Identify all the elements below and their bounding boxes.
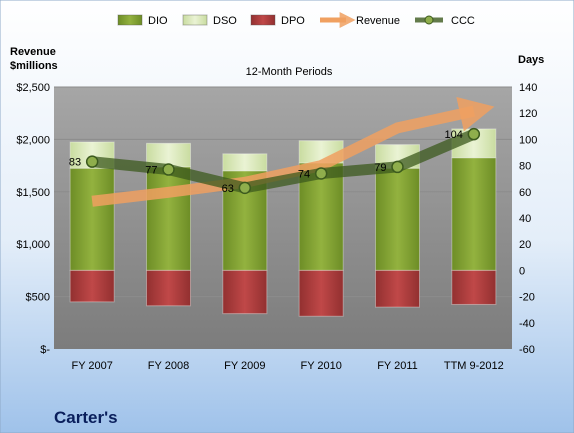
left-axis-title-line2: $millions: [10, 60, 58, 72]
legend-label: DIO: [148, 15, 168, 27]
dio-bar: [146, 166, 191, 271]
x-axis-categories: FY 2007 FY 2008 FY 2009 FY 2010 FY 2011 TTM 9…: [71, 360, 503, 372]
right-tick-label: 40: [519, 213, 531, 225]
dpo-bar: [69, 269, 115, 303]
ccc-point: [162, 163, 175, 176]
x-category-label: FY 2008: [148, 360, 189, 372]
right-tick-label: 0: [519, 265, 525, 277]
ccc-point: [314, 167, 328, 180]
ccc-data-label: 79: [374, 162, 386, 174]
ccc-data-label: 74: [298, 168, 310, 180]
dpo-bar: [375, 269, 420, 308]
dio-bar: [69, 167, 115, 271]
right-tick-label: -20: [519, 292, 535, 304]
right-tick-label: 120: [519, 108, 537, 120]
left-tick-label: $-: [40, 344, 50, 356]
legend: DIO DSO DPO Revenue CCC: [117, 11, 475, 29]
legend-label: CCC: [451, 15, 475, 27]
dpo-bar: [298, 269, 344, 317]
ccc-line: [86, 128, 480, 194]
x-category-label: FY 2009: [224, 360, 265, 372]
dpo-bar: [451, 269, 497, 305]
dio-bar: [375, 167, 420, 271]
right-axis-ticks: -60 -40 -20 0 20 40 60 80 100 120 140: [519, 82, 537, 356]
legend-swatch: [250, 14, 276, 26]
left-axis-title-line1: Revenue: [10, 46, 56, 58]
ccc-point: [467, 127, 481, 141]
right-tick-label: 140: [519, 82, 537, 94]
legend-swatch: [117, 14, 143, 26]
left-tick-label: $2,000: [16, 134, 50, 146]
ccc-data-label: 77: [145, 165, 157, 177]
legend-label: Revenue: [356, 15, 400, 27]
ccc-point: [85, 155, 99, 168]
x-category-label: FY 2011: [377, 360, 418, 372]
legend-item-dpo: DPO: [250, 14, 305, 27]
right-tick-label: 60: [519, 187, 531, 199]
company-name: Carter's: [54, 408, 118, 427]
right-tick-label: 100: [519, 134, 537, 146]
right-tick-label: -60: [519, 344, 535, 356]
left-tick-label: $500: [26, 292, 50, 304]
ccc-data-label: 104: [444, 129, 462, 141]
legend-item-ccc: CCC: [415, 15, 475, 27]
left-tick-label: $1,500: [16, 187, 50, 199]
dpo-bar: [222, 269, 268, 315]
series-lines: 83 77 63 74 79 104: [69, 96, 495, 207]
right-axis-title: Days: [518, 54, 544, 66]
right-tick-label: 80: [519, 161, 531, 173]
right-tick-label: 20: [519, 239, 531, 251]
legend-marker: [424, 15, 434, 25]
left-tick-label: $2,500: [16, 82, 50, 94]
legend-item-dso: DSO: [182, 14, 237, 27]
x-category-label: FY 2010: [300, 360, 341, 372]
left-tick-label: $1,000: [16, 239, 50, 251]
ccc-data-label: 83: [69, 157, 81, 169]
x-category-label: TTM 9-2012: [444, 360, 504, 372]
bars: [69, 128, 497, 317]
plot-area: [54, 87, 512, 349]
legend-item-revenue: Revenue: [320, 11, 400, 29]
dso-bar: [222, 153, 268, 172]
legend-label: DSO: [213, 15, 237, 27]
x-category-label: FY 2007: [71, 360, 112, 372]
chart-title: 12-Month Periods: [246, 66, 333, 78]
legend-label: DPO: [281, 15, 305, 27]
right-tick-label: -40: [519, 318, 535, 330]
dpo-bar: [146, 269, 191, 307]
dio-bar: [451, 157, 497, 271]
legend-swatch: [182, 14, 208, 26]
legend-item-dio: DIO: [117, 14, 168, 27]
revenue-line: [91, 96, 495, 207]
left-axis-ticks: $- $500 $1,000 $1,500 $2,000 $2,500: [16, 82, 50, 356]
ccc-point: [238, 181, 252, 195]
ccc-data-label: 63: [222, 183, 234, 195]
ccc-point: [391, 160, 404, 174]
